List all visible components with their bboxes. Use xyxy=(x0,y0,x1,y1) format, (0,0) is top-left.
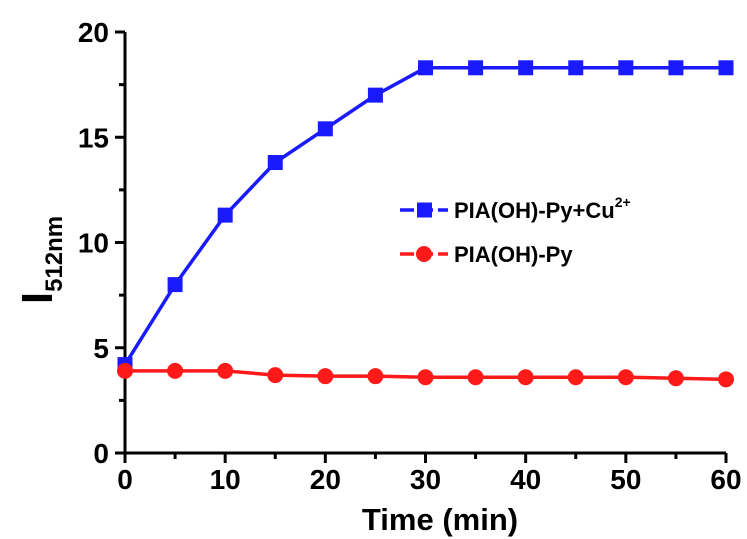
x-axis-ticks: 0 10 20 30 40 50 60 xyxy=(117,453,742,495)
data-point-circle xyxy=(317,368,334,385)
y-tick-label: 20 xyxy=(78,17,109,48)
x-tick-label: 0 xyxy=(117,464,133,495)
legend-label: PIA(OH)-Py xyxy=(454,242,573,267)
data-point-circle xyxy=(117,362,133,379)
data-point-circle xyxy=(467,369,484,386)
y-tick-label: 10 xyxy=(78,228,109,259)
data-point-circle xyxy=(718,371,734,388)
data-point-circle xyxy=(617,369,634,386)
data-point-circle xyxy=(567,369,584,386)
x-tick-label: 40 xyxy=(510,464,541,495)
y-axis-title-subscript: 512nm xyxy=(41,216,68,292)
series-1 xyxy=(117,60,734,373)
data-point-square xyxy=(217,207,233,223)
legend-marker-square xyxy=(417,202,432,218)
x-tick-label: 30 xyxy=(410,464,441,495)
y-axis-title-main: I xyxy=(13,292,62,304)
legend-marker-circle xyxy=(416,246,432,262)
data-point-square xyxy=(418,60,433,76)
data-point-circle xyxy=(667,370,684,387)
svg-text:I512nm: I512nm xyxy=(13,216,68,304)
x-tick-label: 50 xyxy=(610,464,641,495)
data-point-square xyxy=(518,60,534,76)
data-point-square xyxy=(267,155,283,171)
legend: PIA(OH)-Py+Cu2+ PIA(OH)-Py xyxy=(400,194,631,267)
data-point-square xyxy=(367,87,383,103)
series-2 xyxy=(117,362,734,388)
plot-area xyxy=(123,32,726,455)
legend-label: PIA(OH)-Py+Cu2+ xyxy=(454,194,631,223)
legend-item-2: PIA(OH)-Py xyxy=(400,242,573,267)
data-point-square xyxy=(568,60,584,76)
x-tick-label: 10 xyxy=(210,464,241,495)
legend-item-1: PIA(OH)-Py+Cu2+ xyxy=(400,194,631,223)
data-point-circle xyxy=(217,362,234,379)
legend-label-text: PIA(OH)-Py xyxy=(454,242,573,267)
data-point-square xyxy=(618,60,634,76)
data-point-square xyxy=(668,60,684,76)
legend-label-superscript: 2+ xyxy=(615,194,631,210)
data-point-square xyxy=(468,60,484,76)
data-point-circle xyxy=(517,369,534,386)
x-axis-title: Time (min) xyxy=(362,502,518,537)
data-point-square xyxy=(718,60,734,76)
data-point-square xyxy=(317,121,333,137)
y-tick-label: 15 xyxy=(78,122,109,153)
series-layer xyxy=(117,60,734,388)
data-point-square xyxy=(167,277,183,293)
data-point-circle xyxy=(417,369,434,386)
data-point-circle xyxy=(367,368,384,385)
y-tick-label: 0 xyxy=(93,438,109,469)
x-tick-label: 60 xyxy=(710,464,741,495)
x-tick-label: 20 xyxy=(310,464,341,495)
y-tick-label: 5 xyxy=(93,333,109,364)
y-axis-title: I512nm xyxy=(13,216,68,304)
y-axis-ticks: 0 5 10 15 20 xyxy=(78,17,125,469)
data-point-circle xyxy=(167,362,184,379)
data-point-circle xyxy=(267,367,284,384)
legend-label-text: PIA(OH)-Py+Cu xyxy=(454,198,615,223)
